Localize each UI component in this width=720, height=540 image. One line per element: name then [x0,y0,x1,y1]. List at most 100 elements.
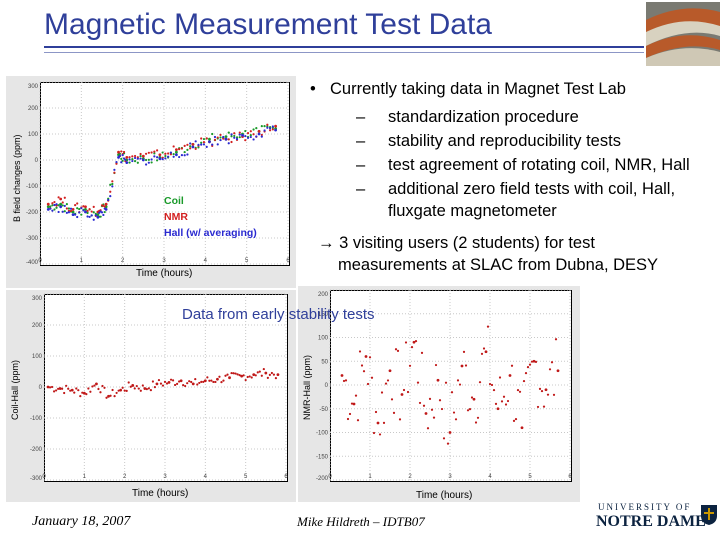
data-point-fill [480,352,484,355]
data-point-fill [249,135,252,139]
data-point-fill [446,442,450,445]
data-point-fill [128,158,131,161]
notre-dame-shield-icon [701,505,717,525]
data-point [276,373,280,376]
data-point-fill [122,157,126,160]
sub-bullet-1: standardization procedure [388,108,579,126]
data-point-fill [238,131,241,134]
data-point-fill [252,138,255,141]
data-point-fill [350,402,354,405]
data-point-fill [178,155,181,159]
data-point-fill [69,209,73,213]
data-point-fill [189,145,192,148]
data-point-fill [456,379,460,382]
data-point-fill [74,204,77,207]
data-point [388,369,392,373]
data-point-fill [434,363,438,367]
data-point-fill [74,213,77,216]
data-point-fill [103,205,106,208]
data-point-fill [189,142,192,145]
data-point-fill [90,210,93,213]
data-point-fill [540,389,544,393]
data-point-fill [51,202,54,205]
data-point-fill [258,370,261,373]
data-point-fill [156,149,159,152]
data-point-fill [524,372,528,375]
y-tick-label: 200 [28,106,39,112]
data-point-fill [242,374,245,377]
data-point [228,376,231,380]
data-point-fill [161,151,164,154]
data-point-fill [274,377,278,380]
data-point-fill [422,404,426,407]
data-point-fill [358,350,362,353]
data-point [224,137,228,141]
data-point [158,157,162,161]
nmr-hall-ylabel: NMR-Hall (ppm) [302,355,312,420]
data-point-fill [76,202,79,205]
x-tick-label: 1 [80,258,84,264]
data-point-fill [111,388,114,392]
dash-2: – [356,132,366,150]
data-point-fill [63,196,66,199]
data-point-fill [67,387,70,390]
data-point-fill [82,209,85,212]
data-point [95,382,98,386]
data-point-fill [169,151,172,154]
data-point-fill [366,382,370,386]
data-point [257,130,261,133]
data-point [107,394,110,398]
data-point-fill [548,368,552,371]
data-point-fill [163,380,167,384]
data-point-fill [102,213,105,217]
data-point [175,150,178,154]
data-point-fill [141,384,144,387]
data-point-fill [218,375,221,378]
data-point [141,158,145,162]
data-point [84,208,87,211]
data-point-fill [216,136,219,139]
data-point-fill [430,408,434,411]
data-point-fill [522,379,526,383]
data-point-fill [92,211,95,214]
data-point-fill [144,163,148,166]
data-point-fill [208,379,211,382]
data-point-fill [200,141,203,144]
data-point [274,124,277,128]
data-point-fill [67,207,71,210]
data-point-fill [246,375,249,379]
data-point-fill [464,364,468,367]
data-point-fill [55,203,58,206]
data-point-fill [494,402,498,405]
data-point-fill [78,207,81,211]
y-tick-label: 300 [32,296,43,302]
title-underline-thin [44,52,644,53]
data-point-fill [169,378,173,381]
data-point [191,145,195,149]
data-point [46,385,50,389]
data-point-fill [230,371,233,375]
data-point-fill [362,370,366,373]
dash-3: – [356,156,366,174]
data-point-fill [131,157,134,161]
data-point [46,202,50,206]
data-point [274,128,277,132]
data-point-fill [150,158,153,161]
data-point [556,369,560,373]
data-point-fill [169,153,172,156]
y-tick-label: 0 [35,158,39,164]
data-point [70,388,74,392]
data-point [59,202,63,206]
data-point-fill [63,391,66,395]
data-point-fill [107,198,110,202]
x-tick-label: 2 [408,474,412,480]
data-point [496,407,500,411]
data-point-fill [214,380,217,384]
sub-bullet-2: stability and reproducibility tests [388,132,621,150]
data-point-fill [127,381,130,384]
data-point-fill [161,158,164,161]
data-point-fill [111,182,114,186]
data-point-fill [224,374,227,377]
data-point [532,359,536,363]
data-point-fill [530,360,534,363]
